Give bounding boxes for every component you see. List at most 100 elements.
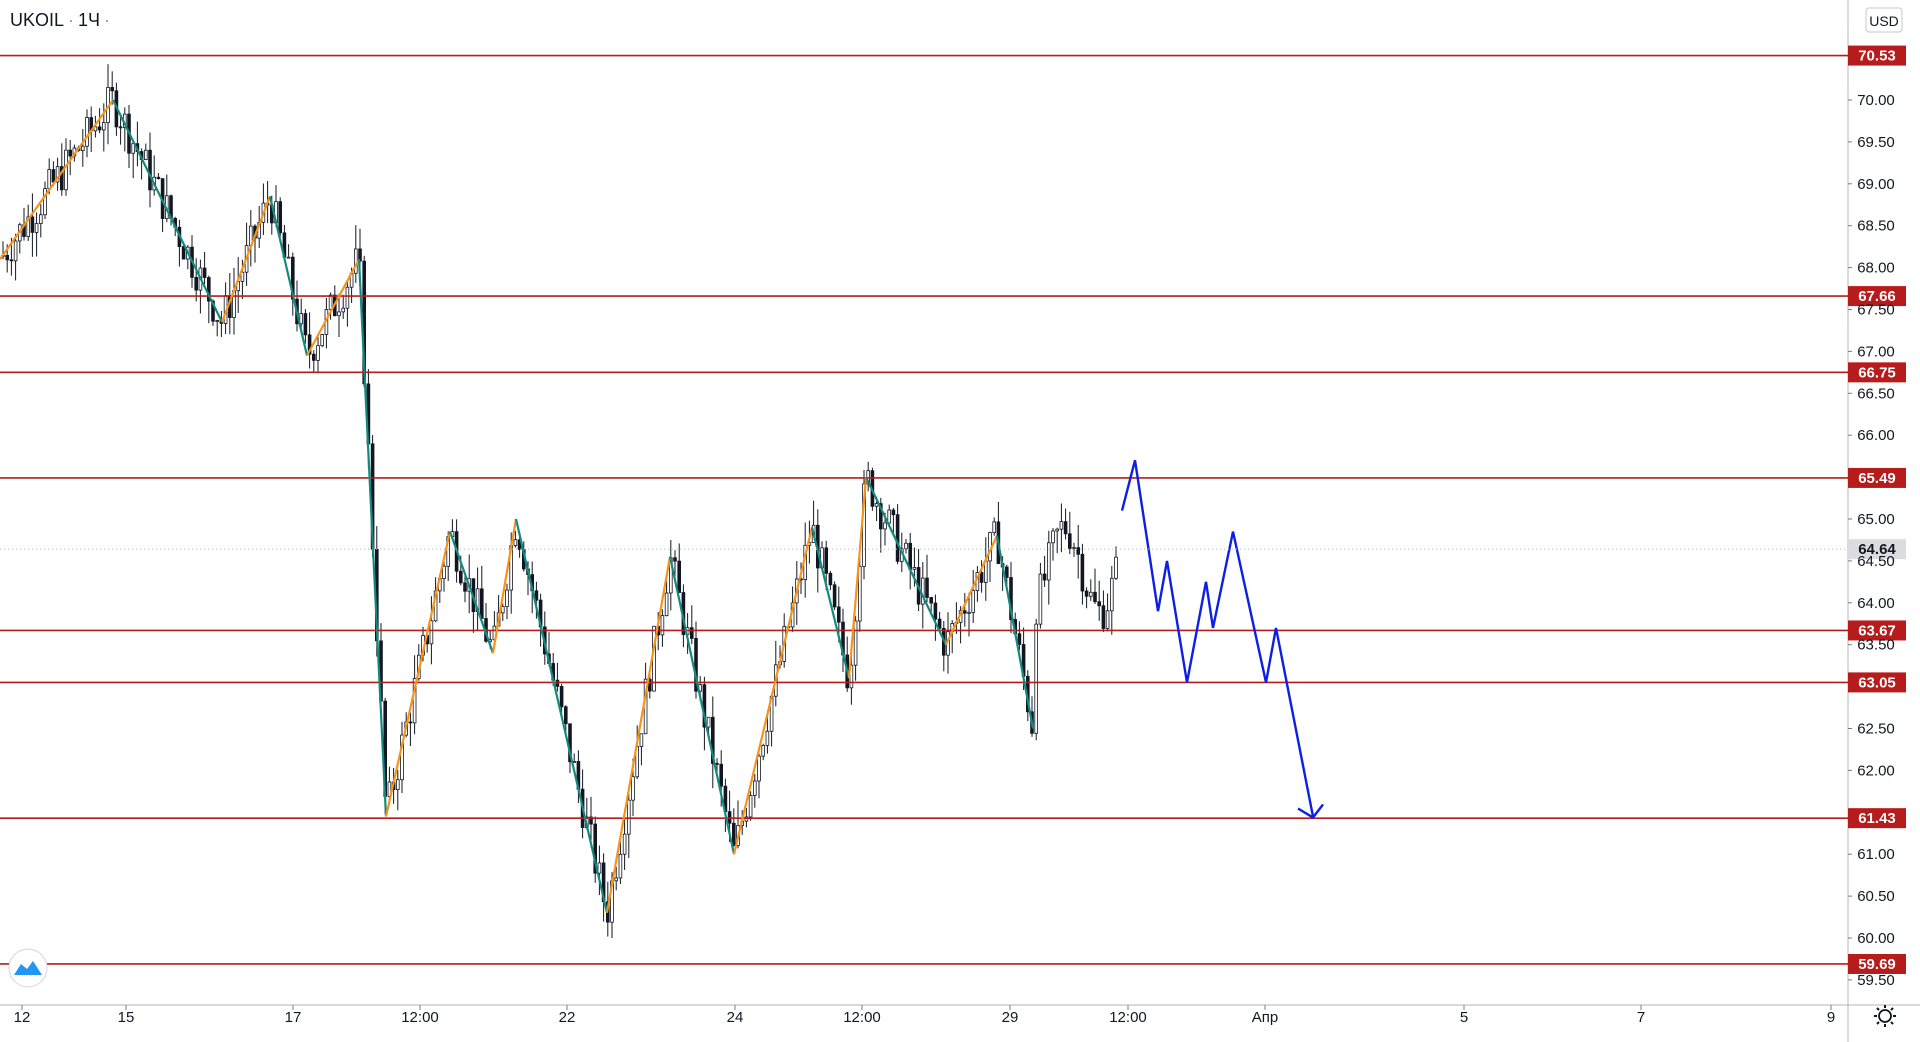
candle-body bbox=[299, 313, 303, 325]
zigzag-down-segment bbox=[357, 259, 388, 817]
price-tick-label: 68.00 bbox=[1857, 260, 1895, 277]
candle-body bbox=[202, 267, 207, 278]
price-tick-label: 62.00 bbox=[1857, 762, 1895, 779]
gear-icon[interactable] bbox=[1874, 1005, 1896, 1027]
candle-body bbox=[1063, 521, 1068, 535]
interval-label[interactable]: 1Ч bbox=[78, 10, 101, 30]
candle-body bbox=[824, 547, 828, 574]
candle-body bbox=[559, 686, 564, 708]
candle-body bbox=[748, 795, 753, 818]
time-tick-label: 5 bbox=[1460, 1009, 1468, 1026]
candle-body bbox=[874, 503, 879, 507]
candle-body bbox=[631, 776, 635, 801]
candle-body bbox=[732, 822, 736, 846]
candle-body bbox=[148, 149, 152, 191]
chart-header: UKOIL · 1Ч · bbox=[10, 10, 114, 31]
price-tick-label: 69.50 bbox=[1857, 134, 1895, 151]
candle-body bbox=[753, 780, 757, 796]
symbol-name[interactable]: UKOIL bbox=[10, 10, 65, 30]
candle-body bbox=[1051, 530, 1055, 544]
currency-label: USD bbox=[1869, 13, 1899, 29]
candle-body bbox=[1055, 528, 1060, 532]
candle-body bbox=[68, 149, 73, 157]
candle-body bbox=[719, 763, 723, 787]
candle-body bbox=[85, 117, 89, 147]
candle-body bbox=[1105, 610, 1110, 629]
candle-body bbox=[26, 216, 30, 237]
header-separator: · bbox=[68, 10, 75, 30]
candle-body bbox=[828, 572, 833, 586]
time-tick-label: 9 bbox=[1827, 1009, 1835, 1026]
time-tick-label: 15 bbox=[118, 1009, 135, 1026]
price-tick-label: 67.50 bbox=[1857, 302, 1895, 319]
candle-body bbox=[618, 853, 623, 879]
time-tick-label: 12:00 bbox=[843, 1009, 881, 1026]
candle-body bbox=[929, 597, 933, 604]
candle-body bbox=[211, 300, 215, 322]
zigzag-down-segment bbox=[448, 531, 495, 654]
candle-body bbox=[307, 334, 312, 355]
candle-body bbox=[904, 542, 908, 550]
candle-body bbox=[286, 256, 291, 259]
candle-body bbox=[1005, 566, 1009, 578]
candle-body bbox=[925, 577, 929, 598]
candle-body bbox=[1084, 590, 1089, 597]
time-tick-label: 29 bbox=[1002, 1009, 1019, 1026]
time-tick-label: 12:00 bbox=[1109, 1009, 1147, 1026]
candle-body bbox=[593, 823, 597, 874]
candle-body bbox=[97, 126, 102, 131]
candle-body bbox=[1017, 633, 1022, 645]
candle-body bbox=[639, 733, 644, 747]
price-tick-label: 64.50 bbox=[1857, 553, 1895, 570]
candle-body bbox=[1047, 542, 1051, 581]
candle-body bbox=[660, 615, 665, 636]
zigzag-up-segment bbox=[0, 99, 114, 260]
zigzag-up-segment bbox=[384, 531, 452, 817]
candle-body bbox=[181, 246, 186, 260]
candle-body bbox=[479, 588, 484, 619]
zigzag-down-segment bbox=[668, 556, 736, 855]
currency-badge[interactable]: USD bbox=[1865, 7, 1903, 33]
level-label: 63.67 bbox=[1858, 622, 1896, 639]
tradingview-cloud-icon[interactable] bbox=[8, 948, 48, 988]
candle-body bbox=[9, 259, 14, 262]
zigzag-up-segment bbox=[306, 258, 360, 357]
candle-body bbox=[1110, 577, 1114, 612]
candle-body bbox=[971, 590, 975, 613]
candle-body bbox=[1038, 573, 1043, 625]
candle-body bbox=[1097, 601, 1102, 607]
level-label: 66.75 bbox=[1858, 364, 1896, 381]
level-badge bbox=[1848, 620, 1906, 641]
forecast-path bbox=[1120, 460, 1315, 817]
zigzag-down-segment bbox=[865, 476, 947, 646]
time-axis[interactable]: 12 15 17 12:00 22 24 12:00 29 12:00 Апр 5 7 9 bbox=[14, 1005, 1836, 1026]
price-tick-label: 61.00 bbox=[1857, 846, 1895, 863]
candle-body bbox=[912, 567, 917, 570]
candle-body bbox=[13, 240, 18, 262]
zigzag-up-segment bbox=[220, 195, 272, 323]
candle-body bbox=[627, 799, 631, 835]
candle-body bbox=[34, 223, 39, 233]
price-axis[interactable]: 70.00 69.50 69.00 68.50 68.00 67.50 67.00 66.50… bbox=[1848, 92, 1895, 989]
zigzag-down-segment bbox=[514, 518, 609, 914]
candle-body bbox=[1101, 605, 1106, 629]
price-tick-label: 67.00 bbox=[1857, 343, 1895, 360]
forecast-layer bbox=[1120, 460, 1324, 820]
candle-body bbox=[761, 744, 765, 757]
candle-body bbox=[408, 721, 413, 724]
level-badge bbox=[1848, 808, 1906, 829]
candle-body bbox=[597, 862, 602, 874]
candle-body bbox=[853, 620, 858, 666]
candle-body bbox=[832, 584, 837, 608]
price-tick-label: 65.00 bbox=[1857, 511, 1895, 528]
zigzag-up-segment bbox=[491, 518, 518, 654]
candle-body bbox=[887, 509, 891, 524]
candle-body bbox=[992, 521, 996, 534]
level-badge bbox=[1848, 467, 1906, 488]
time-tick-label: 12 bbox=[14, 1009, 31, 1026]
candle-body bbox=[673, 557, 677, 562]
candle-body bbox=[1072, 547, 1076, 550]
time-tick-label: 24 bbox=[727, 1009, 744, 1026]
